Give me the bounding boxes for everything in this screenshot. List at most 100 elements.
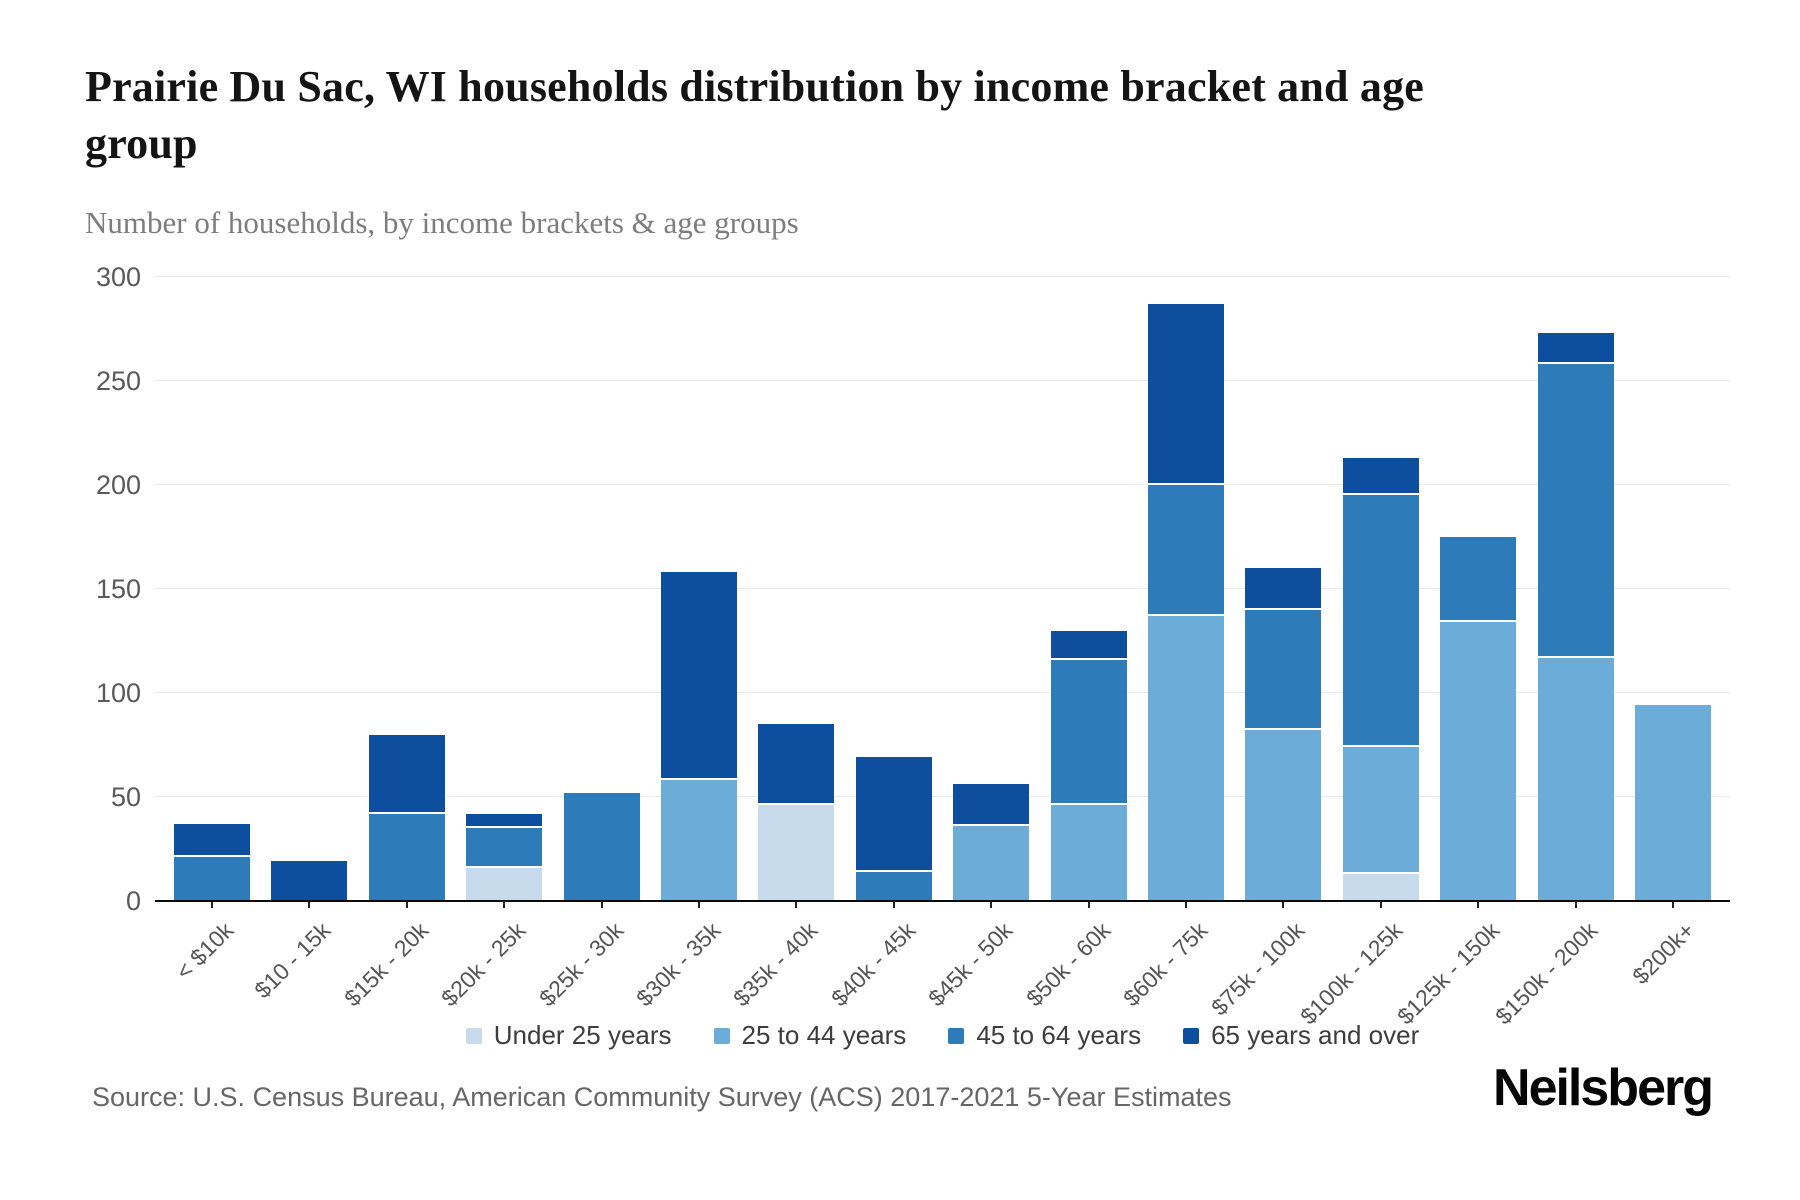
plot-area: 0 50 100 150 200 250 300 < $10k $10 - 15k $15k - … <box>96 262 1730 1029</box>
bar-segment[interactable] <box>1440 620 1517 901</box>
x-axis-tick-label: < $10k <box>170 917 239 985</box>
source-note: Source: U.S. Census Bureau, American Com… <box>92 1082 1232 1112</box>
x-axis-tick-label: $30k - 35k <box>631 917 726 1012</box>
legend-swatch-icon <box>1183 1027 1200 1044</box>
x-axis-tick-label: $50k - 60k <box>1020 917 1115 1012</box>
bar-segment[interactable] <box>855 869 932 901</box>
bar-segment[interactable] <box>1050 657 1127 804</box>
y-axis-tick-label: 0 <box>125 886 141 916</box>
gridline-y100 <box>155 692 1730 693</box>
bar-segment[interactable] <box>953 782 1030 825</box>
x-axis-tick <box>1087 901 1090 908</box>
page-title: Prairie Du Sac, WI households distributi… <box>85 62 1425 169</box>
bar-segment[interactable] <box>1342 455 1419 494</box>
x-axis-tick-label: $125k - 150k <box>1392 917 1505 1030</box>
x-axis-tick <box>211 901 213 908</box>
gridline-y300 <box>155 276 1730 277</box>
y-axis-tick-label: 200 <box>95 470 141 500</box>
legend-swatch-icon <box>948 1027 965 1044</box>
legend-label: 25 to 44 years <box>741 1020 907 1050</box>
bar-segment[interactable] <box>1537 655 1614 901</box>
bar-segment[interactable] <box>1342 493 1419 745</box>
legend-swatch-icon <box>465 1027 482 1044</box>
bar-segment[interactable] <box>1148 301 1224 483</box>
bar-segment[interactable] <box>1440 534 1517 621</box>
y-axis-tick-label: 300 <box>95 262 141 292</box>
brand-logo: Neilsberg <box>1493 1059 1714 1117</box>
bar-segment[interactable] <box>661 778 737 901</box>
x-axis-tick-label: $75k - 100k <box>1206 917 1310 1021</box>
gridline-y250 <box>155 380 1730 381</box>
bar-segment[interactable] <box>271 859 348 901</box>
x-axis-tick <box>1282 901 1285 908</box>
x-axis-tick <box>990 901 993 908</box>
bar-segment[interactable] <box>1245 566 1322 608</box>
bar-segment[interactable] <box>563 790 640 901</box>
legend-item[interactable]: 65 years and over <box>1183 1020 1419 1051</box>
x-axis-tick <box>1672 901 1674 908</box>
x-axis-tick-label: $200k+ <box>1627 917 1700 990</box>
bar-segment[interactable] <box>1245 728 1322 901</box>
x-axis-tick <box>795 901 798 908</box>
bar-segment[interactable] <box>1342 871 1419 901</box>
x-axis-tick <box>503 901 506 908</box>
legend-label: Under 25 years <box>493 1020 672 1050</box>
x-axis-tick <box>698 901 700 908</box>
legend-swatch-icon <box>713 1027 730 1044</box>
bar-segment[interactable] <box>758 803 835 901</box>
x-axis-tick <box>1477 901 1480 908</box>
bar-segment[interactable] <box>174 821 250 856</box>
bar-segment[interactable] <box>1537 331 1614 363</box>
x-axis-tick <box>308 901 311 908</box>
x-axis-tick <box>600 901 603 908</box>
bar-segment[interactable] <box>466 811 543 827</box>
legend-label: 45 to 64 years <box>976 1020 1142 1050</box>
legend-item[interactable]: 25 to 44 years <box>713 1020 907 1051</box>
bar-segment[interactable] <box>1050 803 1127 901</box>
bar-segment[interactable] <box>661 570 737 779</box>
bar-segment[interactable] <box>758 722 835 804</box>
y-axis-tick-label: 50 <box>110 782 141 812</box>
y-axis-tick-label: 250 <box>95 366 141 396</box>
bar-segment[interactable] <box>368 732 445 812</box>
x-axis-tick-label: $100k - 125k <box>1294 917 1408 1030</box>
x-axis-tick-label: $150k - 200k <box>1489 917 1602 1030</box>
legend-label: 65 years and over <box>1211 1020 1420 1050</box>
x-axis-tick <box>1185 901 1187 908</box>
gridline-y200 <box>155 484 1730 485</box>
x-axis-tick <box>1379 901 1382 908</box>
y-axis-tick-label: 150 <box>95 574 141 604</box>
bar-segment[interactable] <box>1537 362 1614 656</box>
bar-segment[interactable] <box>368 811 445 901</box>
page-subtitle: Number of households, by income brackets… <box>85 205 799 240</box>
bar-segment[interactable] <box>1635 703 1711 901</box>
legend: Under 25 years 25 to 44 years 45 to 64 yea… <box>155 1020 1730 1051</box>
x-axis-tick-label: $35k - 40k <box>728 917 823 1012</box>
x-axis-tick-label: $60k - 75k <box>1118 917 1213 1012</box>
gridline-y150 <box>155 588 1730 589</box>
legend-item[interactable]: Under 25 years <box>465 1020 672 1051</box>
bar-segment[interactable] <box>466 826 543 866</box>
bar-segment[interactable] <box>855 755 932 870</box>
bar-segment[interactable] <box>953 824 1030 901</box>
x-axis-line <box>155 900 1730 902</box>
bar-segment[interactable] <box>174 855 250 901</box>
bar-segment[interactable] <box>1148 482 1224 614</box>
bar-segment[interactable] <box>1245 607 1322 729</box>
x-axis-tick-label: $10 - 15k <box>249 917 336 1004</box>
x-axis-tick-label: $20k - 25k <box>436 917 531 1012</box>
legend-item[interactable]: 45 to 64 years <box>948 1020 1141 1051</box>
bar-segment[interactable] <box>1148 613 1224 901</box>
bar-segment[interactable] <box>1342 745 1419 872</box>
y-axis-tick-label: 100 <box>95 678 141 708</box>
x-axis-tick-label: $45k - 50k <box>923 917 1018 1012</box>
bar-segment[interactable] <box>466 865 543 901</box>
bar-segment[interactable] <box>1050 628 1127 658</box>
gridline-y50 <box>155 796 1730 797</box>
x-axis-tick-label: $25k - 30k <box>533 917 628 1012</box>
x-axis-tick <box>1574 901 1577 908</box>
x-axis-tick-label: $40k - 45k <box>825 917 921 1012</box>
x-axis-tick-label: $15k - 20k <box>338 917 434 1012</box>
x-axis-tick <box>892 901 895 908</box>
